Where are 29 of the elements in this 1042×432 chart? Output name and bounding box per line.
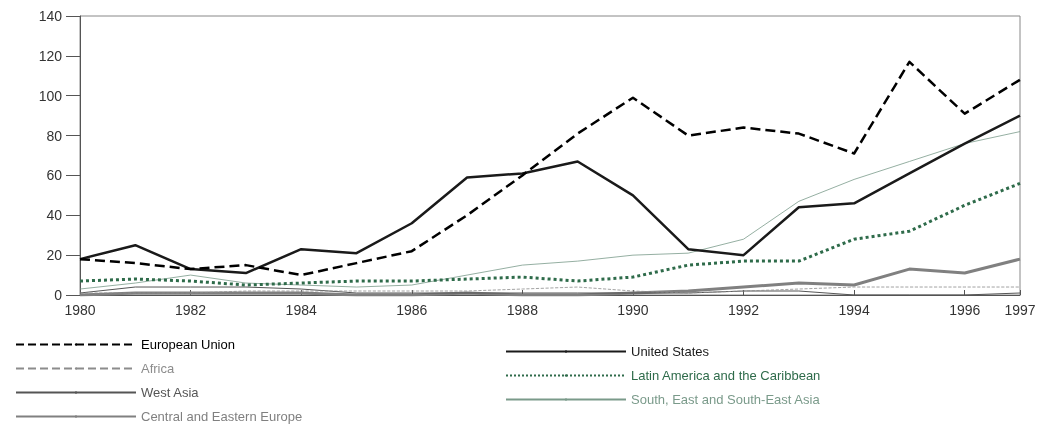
x-tick-label: 1982 [175, 302, 207, 318]
x-tick-label: 1990 [617, 302, 649, 318]
x-tick-label: 1996 [949, 302, 981, 318]
x-tick-label: 1980 [64, 302, 96, 318]
text: South, East and South-East Asia [631, 392, 821, 407]
x-tick-label: 1986 [396, 302, 428, 318]
text: European Union [141, 337, 235, 352]
text: Latin America and the Caribbean [631, 368, 821, 383]
y-tick-label: 140 [38, 8, 63, 24]
y-tick-label: 80 [46, 127, 63, 144]
line-series [78, 181, 1022, 287]
text: Africa [141, 361, 175, 376]
y-tick-label: 20 [46, 247, 63, 264]
y-tick-label: 0 [54, 287, 63, 303]
x-tick-label: 1994 [838, 302, 870, 318]
x-tick-label: 1997 [1004, 302, 1036, 318]
text: United States [631, 344, 710, 359]
line-series [79, 131, 1021, 290]
x-tick-label: 1992 [727, 302, 760, 318]
line-series [78, 60, 1022, 277]
x-tick-label: 1984 [285, 302, 317, 318]
y-tick-label: 100 [38, 87, 63, 104]
line-series [78, 114, 1022, 275]
y-tick-label: 120 [38, 47, 63, 64]
text: Central and Eastern Europe [141, 409, 303, 424]
x-tick-label: 1988 [506, 302, 539, 318]
y-tick-label: 40 [46, 207, 63, 224]
y-tick-label: 60 [46, 167, 63, 184]
text: West Asia [141, 385, 200, 400]
